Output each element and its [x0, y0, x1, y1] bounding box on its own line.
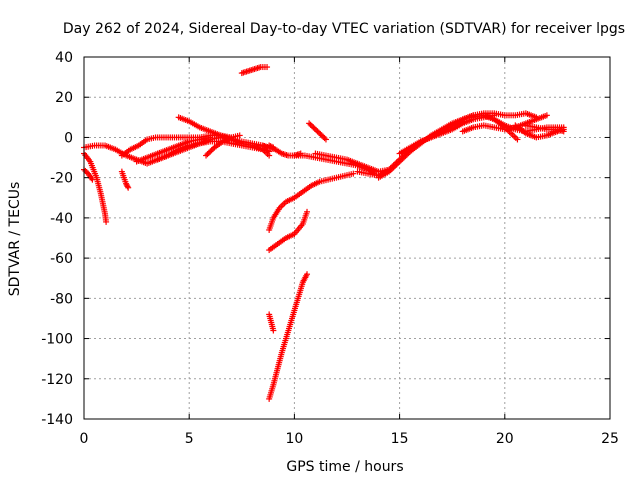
data-point: [543, 112, 550, 119]
y-tick-label: -140: [41, 412, 73, 428]
y-tick-label: -120: [41, 372, 73, 388]
data-point: [125, 184, 132, 191]
series-arc-27: [512, 122, 567, 141]
data-point: [514, 136, 521, 143]
data-point: [264, 64, 271, 71]
x-tick-label: 20: [496, 431, 514, 447]
data-point: [304, 208, 311, 215]
x-tick-label: 5: [185, 431, 194, 447]
series-arc-17: [266, 271, 311, 402]
data-point: [322, 136, 329, 143]
x-tick-label: 15: [391, 431, 409, 447]
series-arc-19: [312, 150, 393, 175]
plot-frame: [83, 56, 611, 420]
x-tick-label: 10: [285, 431, 303, 447]
y-tick-label: -60: [50, 251, 73, 267]
series-arc-09: [203, 132, 243, 159]
y-tick-label: 0: [64, 130, 73, 146]
x-axis-label: GPS time / hours: [286, 459, 403, 475]
y-tick-label: -40: [50, 211, 73, 227]
series-arc-13: [306, 120, 329, 143]
y-tick-label: -80: [50, 291, 73, 307]
y-axis-label: SDTVAR / TECUs: [7, 182, 23, 297]
series-arc-28: [522, 122, 567, 135]
y-tick-label: 40: [55, 50, 73, 66]
data-point: [103, 218, 110, 225]
data-point: [304, 271, 311, 278]
series-arc-12: [266, 142, 277, 151]
axis-ticks: 0 5 10 15 20 25 -140 -120 -100 -80 -60 -40 -20 0 20 40: [41, 50, 619, 447]
series-arc-15: [266, 208, 311, 254]
data-point: [270, 327, 277, 334]
chart-title: Day 262 of 2024, Sidereal Day-to-day VTE…: [63, 21, 625, 37]
series-arc-16: [266, 311, 277, 334]
data-point: [270, 144, 277, 151]
series-arc-10: [238, 64, 271, 77]
grid: [84, 57, 610, 419]
data-marks: [81, 64, 567, 402]
data-point: [266, 152, 273, 159]
y-tick-label: 20: [55, 90, 73, 106]
data-point: [124, 183, 131, 190]
data-point: [560, 128, 567, 135]
data-point: [236, 132, 243, 139]
y-tick-label: -20: [50, 171, 73, 187]
y-tick-label: -100: [41, 332, 73, 348]
series-arc-26: [480, 112, 521, 143]
series-arc-08: [175, 114, 273, 159]
series-arc-02: [81, 150, 110, 225]
series-arc-14: [266, 170, 357, 233]
series-arc-04: [118, 168, 132, 191]
x-tick-label: 0: [80, 431, 89, 447]
data-point: [350, 170, 357, 177]
x-tick-label: 25: [601, 431, 619, 447]
